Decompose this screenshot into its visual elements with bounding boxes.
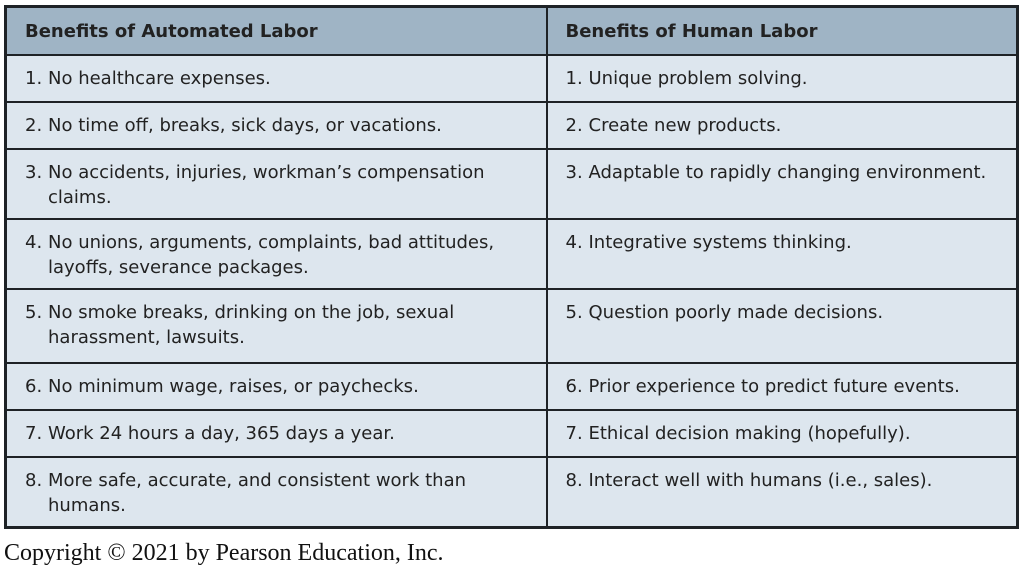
item-text: Adaptable to rapidly changing environmen… [588,162,987,183]
human-benefit-cell: 4. Integrative systems thinking. [545,218,1019,290]
item-text: No healthcare expenses. [48,68,271,89]
table-row: 5. No smoke breaks, drinking on the job, … [4,288,1019,364]
automated-benefit-cell: 7. Work 24 hours a day, 365 days a year. [4,409,548,458]
item-text: Unique problem solving. [588,68,808,89]
header-human-labor: Benefits of Human Labor [545,5,1019,56]
automated-benefit-cell: 4. No unions, arguments, complaints, bad … [4,218,548,290]
table-row: 3. No accidents, injuries, workman’s comp… [4,148,1019,220]
item-number: 6. [25,376,43,397]
item-number: 4. [565,232,583,253]
copyright-notice: Copyright © 2021 by Pearson Education, I… [4,540,444,566]
item-text: No time off, breaks, sick days, or vacat… [48,115,442,136]
automated-benefit-cell: 8. More safe, accurate, and consistent wo… [4,456,548,529]
human-benefit-cell: 6. Prior experience to predict future eve… [545,362,1019,411]
human-benefit-cell: 1. Unique problem solving. [545,54,1019,103]
item-text: No smoke breaks, drinking on the job, se… [48,302,455,348]
item-text: Interact well with humans (i.e., sales). [588,470,933,491]
item-text: No accidents, injuries, workman’s compen… [48,162,485,208]
item-number: 7. [565,423,583,444]
automated-benefit-cell: 1. No healthcare expenses. [4,54,548,103]
automated-benefit-cell: 5. No smoke breaks, drinking on the job, … [4,288,548,364]
item-text: More safe, accurate, and consistent work… [48,470,467,516]
item-text: Create new products. [588,115,782,136]
item-number: 2. [25,115,43,136]
item-number: 4. [25,232,43,253]
item-number: 1. [565,68,583,89]
item-number: 8. [565,470,583,491]
table-header-row: Benefits of Automated Labor Benefits of … [4,5,1019,56]
human-benefit-cell: 5. Question poorly made decisions. [545,288,1019,364]
item-number: 8. [25,470,43,491]
table-row: 1. No healthcare expenses. 1. Unique probl… [4,54,1019,103]
automated-benefit-cell: 2. No time off, breaks, sick days, or vac… [4,101,548,150]
human-benefit-cell: 8. Interact well with humans (i.e., sales… [545,456,1019,529]
item-text: No minimum wage, raises, or paychecks. [48,376,419,397]
human-benefit-cell: 7. Ethical decision making (hopefully). [545,409,1019,458]
human-benefit-cell: 2. Create new products. [545,101,1019,150]
table-row: 6. No minimum wage, raises, or paychecks.… [4,362,1019,411]
automated-benefit-cell: 6. No minimum wage, raises, or paychecks. [4,362,548,411]
item-text: Question poorly made decisions. [588,302,884,323]
table-row: 2. No time off, breaks, sick days, or vac… [4,101,1019,150]
item-text: No unions, arguments, complaints, bad at… [48,232,495,278]
item-text: Ethical decision making (hopefully). [588,423,911,444]
table-row: 8. More safe, accurate, and consistent wo… [4,456,1019,529]
item-text: Work 24 hours a day, 365 days a year. [48,423,395,444]
automated-benefit-cell: 3. No accidents, injuries, workman’s comp… [4,148,548,220]
table-row: 7. Work 24 hours a day, 365 days a year. … [4,409,1019,458]
item-number: 5. [565,302,583,323]
item-number: 5. [25,302,43,323]
item-number: 3. [25,162,43,183]
item-number: 6. [565,376,583,397]
item-number: 7. [25,423,43,444]
header-automated-labor: Benefits of Automated Labor [4,5,548,56]
item-number: 1. [25,68,43,89]
human-benefit-cell: 3. Adaptable to rapidly changing environm… [545,148,1019,220]
benefits-comparison-table: Benefits of Automated Labor Benefits of … [4,5,1019,529]
item-number: 3. [565,162,583,183]
item-text: Prior experience to predict future event… [588,376,960,397]
item-number: 2. [565,115,583,136]
item-text: Integrative systems thinking. [588,232,852,253]
table-row: 4. No unions, arguments, complaints, bad … [4,218,1019,290]
